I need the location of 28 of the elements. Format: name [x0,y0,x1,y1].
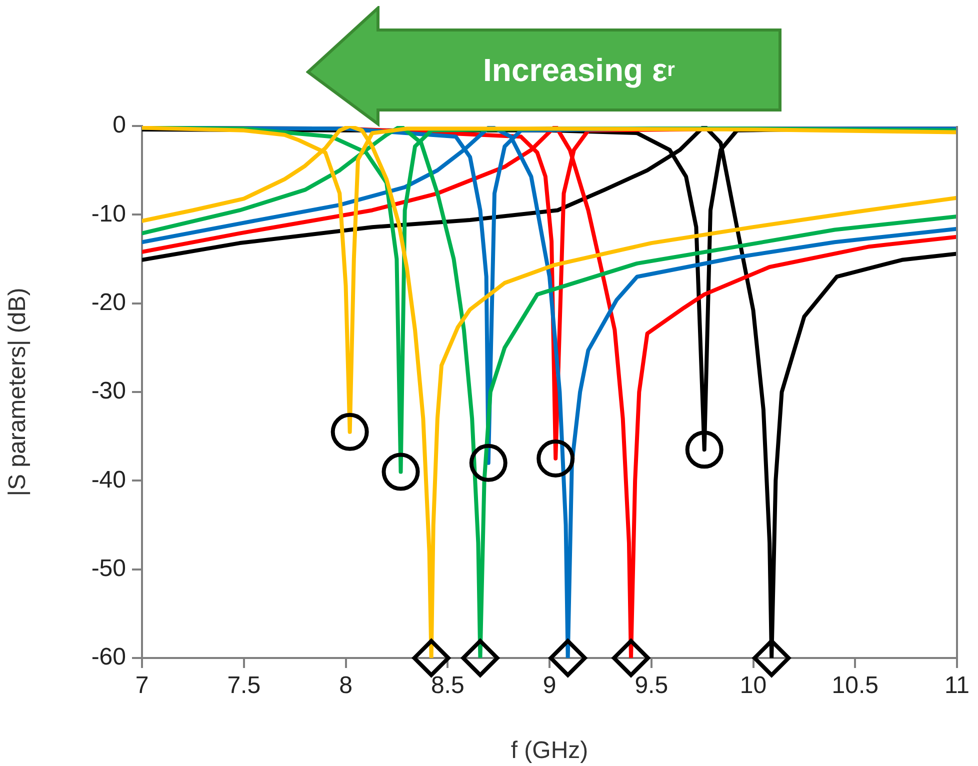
y-tick-label: -10 [91,200,126,228]
point [330,412,369,451]
y-tick-label: -30 [91,378,126,405]
y-tick-label: -50 [91,554,126,582]
point [685,430,724,469]
point [382,452,420,491]
y-tick-label: -40 [91,466,126,494]
point [469,444,508,482]
x-axis-title: f (GHz) [510,737,588,764]
point [536,440,575,478]
point [461,639,500,677]
point [612,639,650,677]
point [752,639,791,677]
y-tick-label: 0 [112,112,126,139]
y-tick-label: -60 [91,644,126,671]
y-axis-title: |S parameters| (dB) [4,288,32,496]
x-tick-label: 8 [339,672,352,700]
x-tick-label: 9.5 [634,672,668,700]
point [412,639,450,677]
x-tick-label: 7.5 [227,672,261,700]
x-tick-label: 7 [135,672,149,700]
x-tick-label: 10 [740,672,767,700]
x-tick-label: 8.5 [430,672,464,700]
y-tick-label: -20 [91,288,126,316]
x-tick-label: 9 [542,672,556,700]
x-tick-label: 11 [944,672,970,700]
x-tick-label: 10.5 [832,672,878,700]
point [548,639,587,677]
